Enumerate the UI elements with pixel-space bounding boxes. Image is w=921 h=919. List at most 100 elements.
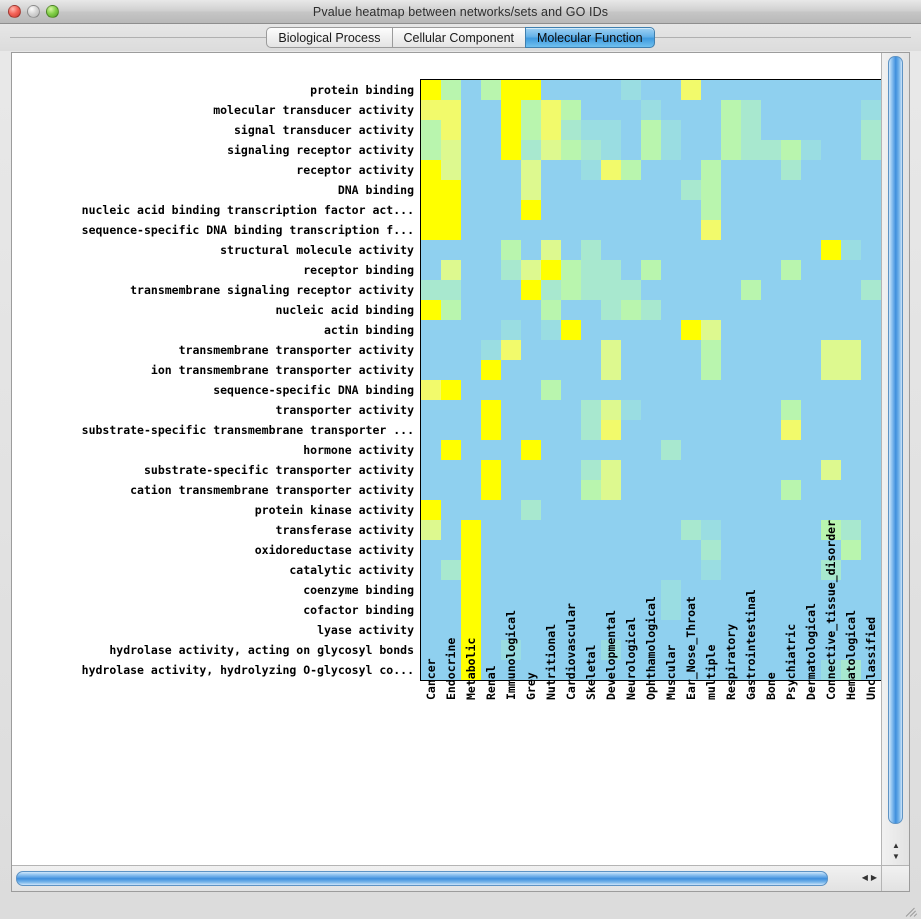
heatmap-cell[interactable] bbox=[641, 600, 661, 620]
heatmap-cell[interactable] bbox=[641, 340, 661, 360]
heatmap-cell[interactable] bbox=[461, 140, 481, 160]
heatmap-cell[interactable] bbox=[841, 420, 861, 440]
heatmap-cell[interactable] bbox=[681, 220, 701, 240]
heatmap-cell[interactable] bbox=[701, 540, 721, 560]
heatmap-cell[interactable] bbox=[741, 420, 761, 440]
heatmap-cell[interactable] bbox=[641, 240, 661, 260]
heatmap-cell[interactable] bbox=[621, 340, 641, 360]
heatmap-cell[interactable] bbox=[821, 540, 841, 560]
heatmap-cell[interactable] bbox=[721, 440, 741, 460]
heatmap-cell[interactable] bbox=[661, 360, 681, 380]
heatmap-cell[interactable] bbox=[541, 140, 561, 160]
heatmap-cell[interactable] bbox=[621, 180, 641, 200]
heatmap-cell[interactable] bbox=[781, 340, 801, 360]
heatmap-cell[interactable] bbox=[441, 580, 461, 600]
heatmap-cell[interactable] bbox=[441, 120, 461, 140]
heatmap-cell[interactable] bbox=[541, 220, 561, 240]
heatmap-cell[interactable] bbox=[821, 100, 841, 120]
heatmap-cell[interactable] bbox=[521, 580, 541, 600]
heatmap-cell[interactable] bbox=[801, 600, 821, 620]
heatmap-cell[interactable] bbox=[561, 380, 581, 400]
heatmap-cell[interactable] bbox=[601, 100, 621, 120]
heatmap-cell[interactable] bbox=[461, 640, 481, 660]
heatmap-cell[interactable] bbox=[721, 560, 741, 580]
heatmap-cell[interactable] bbox=[801, 160, 821, 180]
heatmap-cell[interactable] bbox=[481, 400, 501, 420]
horizontal-scroll-arrows[interactable]: ◀ ▶ bbox=[862, 872, 877, 884]
heatmap-cell[interactable] bbox=[581, 220, 601, 240]
heatmap-cell[interactable] bbox=[621, 200, 641, 220]
heatmap-cell[interactable] bbox=[801, 200, 821, 220]
heatmap-cell[interactable] bbox=[421, 240, 441, 260]
heatmap-cell[interactable] bbox=[681, 460, 701, 480]
heatmap-cell[interactable] bbox=[581, 80, 601, 100]
heatmap-cell[interactable] bbox=[761, 500, 781, 520]
heatmap-cell[interactable] bbox=[421, 120, 441, 140]
heatmap-cell[interactable] bbox=[521, 300, 541, 320]
heatmap-cell[interactable] bbox=[761, 180, 781, 200]
heatmap-cell[interactable] bbox=[841, 340, 861, 360]
heatmap-cell[interactable] bbox=[721, 220, 741, 240]
heatmap-cell[interactable] bbox=[601, 160, 621, 180]
heatmap-cell[interactable] bbox=[521, 480, 541, 500]
heatmap-cell[interactable] bbox=[681, 380, 701, 400]
heatmap-cell[interactable] bbox=[661, 380, 681, 400]
heatmap-cell[interactable] bbox=[681, 260, 701, 280]
heatmap-cell[interactable] bbox=[501, 380, 521, 400]
heatmap-cell[interactable] bbox=[621, 520, 641, 540]
minimize-button[interactable] bbox=[27, 5, 40, 18]
heatmap-cell[interactable] bbox=[421, 340, 441, 360]
heatmap-cell[interactable] bbox=[481, 460, 501, 480]
heatmap-cell[interactable] bbox=[761, 340, 781, 360]
heatmap-cell[interactable] bbox=[541, 360, 561, 380]
heatmap-cell[interactable] bbox=[681, 160, 701, 180]
heatmap-cell[interactable] bbox=[541, 660, 561, 680]
heatmap-cell[interactable] bbox=[721, 360, 741, 380]
heatmap-cell[interactable] bbox=[561, 360, 581, 380]
heatmap-cell[interactable] bbox=[521, 200, 541, 220]
heatmap-cell[interactable] bbox=[661, 540, 681, 560]
heatmap-cell[interactable] bbox=[621, 400, 641, 420]
heatmap-cell[interactable] bbox=[641, 80, 661, 100]
heatmap-cell[interactable] bbox=[601, 320, 621, 340]
heatmap-cell[interactable] bbox=[421, 280, 441, 300]
heatmap-cell[interactable] bbox=[821, 280, 841, 300]
heatmap-cell[interactable] bbox=[641, 460, 661, 480]
heatmap-cell[interactable] bbox=[521, 360, 541, 380]
heatmap-cell[interactable] bbox=[741, 480, 761, 500]
heatmap-cell[interactable] bbox=[781, 80, 801, 100]
heatmap-cell[interactable] bbox=[621, 160, 641, 180]
heatmap-cell[interactable] bbox=[741, 160, 761, 180]
heatmap-cell[interactable] bbox=[541, 600, 561, 620]
heatmap-cell[interactable] bbox=[761, 420, 781, 440]
heatmap-cell[interactable] bbox=[721, 540, 741, 560]
heatmap-cell[interactable] bbox=[501, 320, 521, 340]
heatmap-cell[interactable] bbox=[801, 640, 821, 660]
heatmap-cell[interactable] bbox=[641, 440, 661, 460]
heatmap-cell[interactable] bbox=[781, 660, 801, 680]
heatmap-cell[interactable] bbox=[581, 580, 601, 600]
heatmap-cell[interactable] bbox=[461, 240, 481, 260]
heatmap-cell[interactable] bbox=[861, 180, 881, 200]
heatmap-cell[interactable] bbox=[781, 160, 801, 180]
heatmap-cell[interactable] bbox=[861, 140, 881, 160]
heatmap-cell[interactable] bbox=[541, 300, 561, 320]
heatmap-cell[interactable] bbox=[601, 80, 621, 100]
heatmap-cell[interactable] bbox=[781, 300, 801, 320]
heatmap-cell[interactable] bbox=[481, 500, 501, 520]
heatmap-cell[interactable] bbox=[801, 320, 821, 340]
heatmap-cell[interactable] bbox=[821, 180, 841, 200]
heatmap-cell[interactable] bbox=[501, 180, 521, 200]
heatmap-cell[interactable] bbox=[701, 360, 721, 380]
heatmap-cell[interactable] bbox=[581, 280, 601, 300]
heatmap-cell[interactable] bbox=[861, 120, 881, 140]
heatmap-cell[interactable] bbox=[561, 160, 581, 180]
heatmap-cell[interactable] bbox=[621, 600, 641, 620]
heatmap-cell[interactable] bbox=[581, 640, 601, 660]
heatmap-cell[interactable] bbox=[621, 440, 641, 460]
heatmap-cell[interactable] bbox=[441, 600, 461, 620]
heatmap-cell[interactable] bbox=[481, 100, 501, 120]
heatmap-cell[interactable] bbox=[621, 140, 641, 160]
heatmap-cell[interactable] bbox=[541, 400, 561, 420]
heatmap-cell[interactable] bbox=[761, 120, 781, 140]
